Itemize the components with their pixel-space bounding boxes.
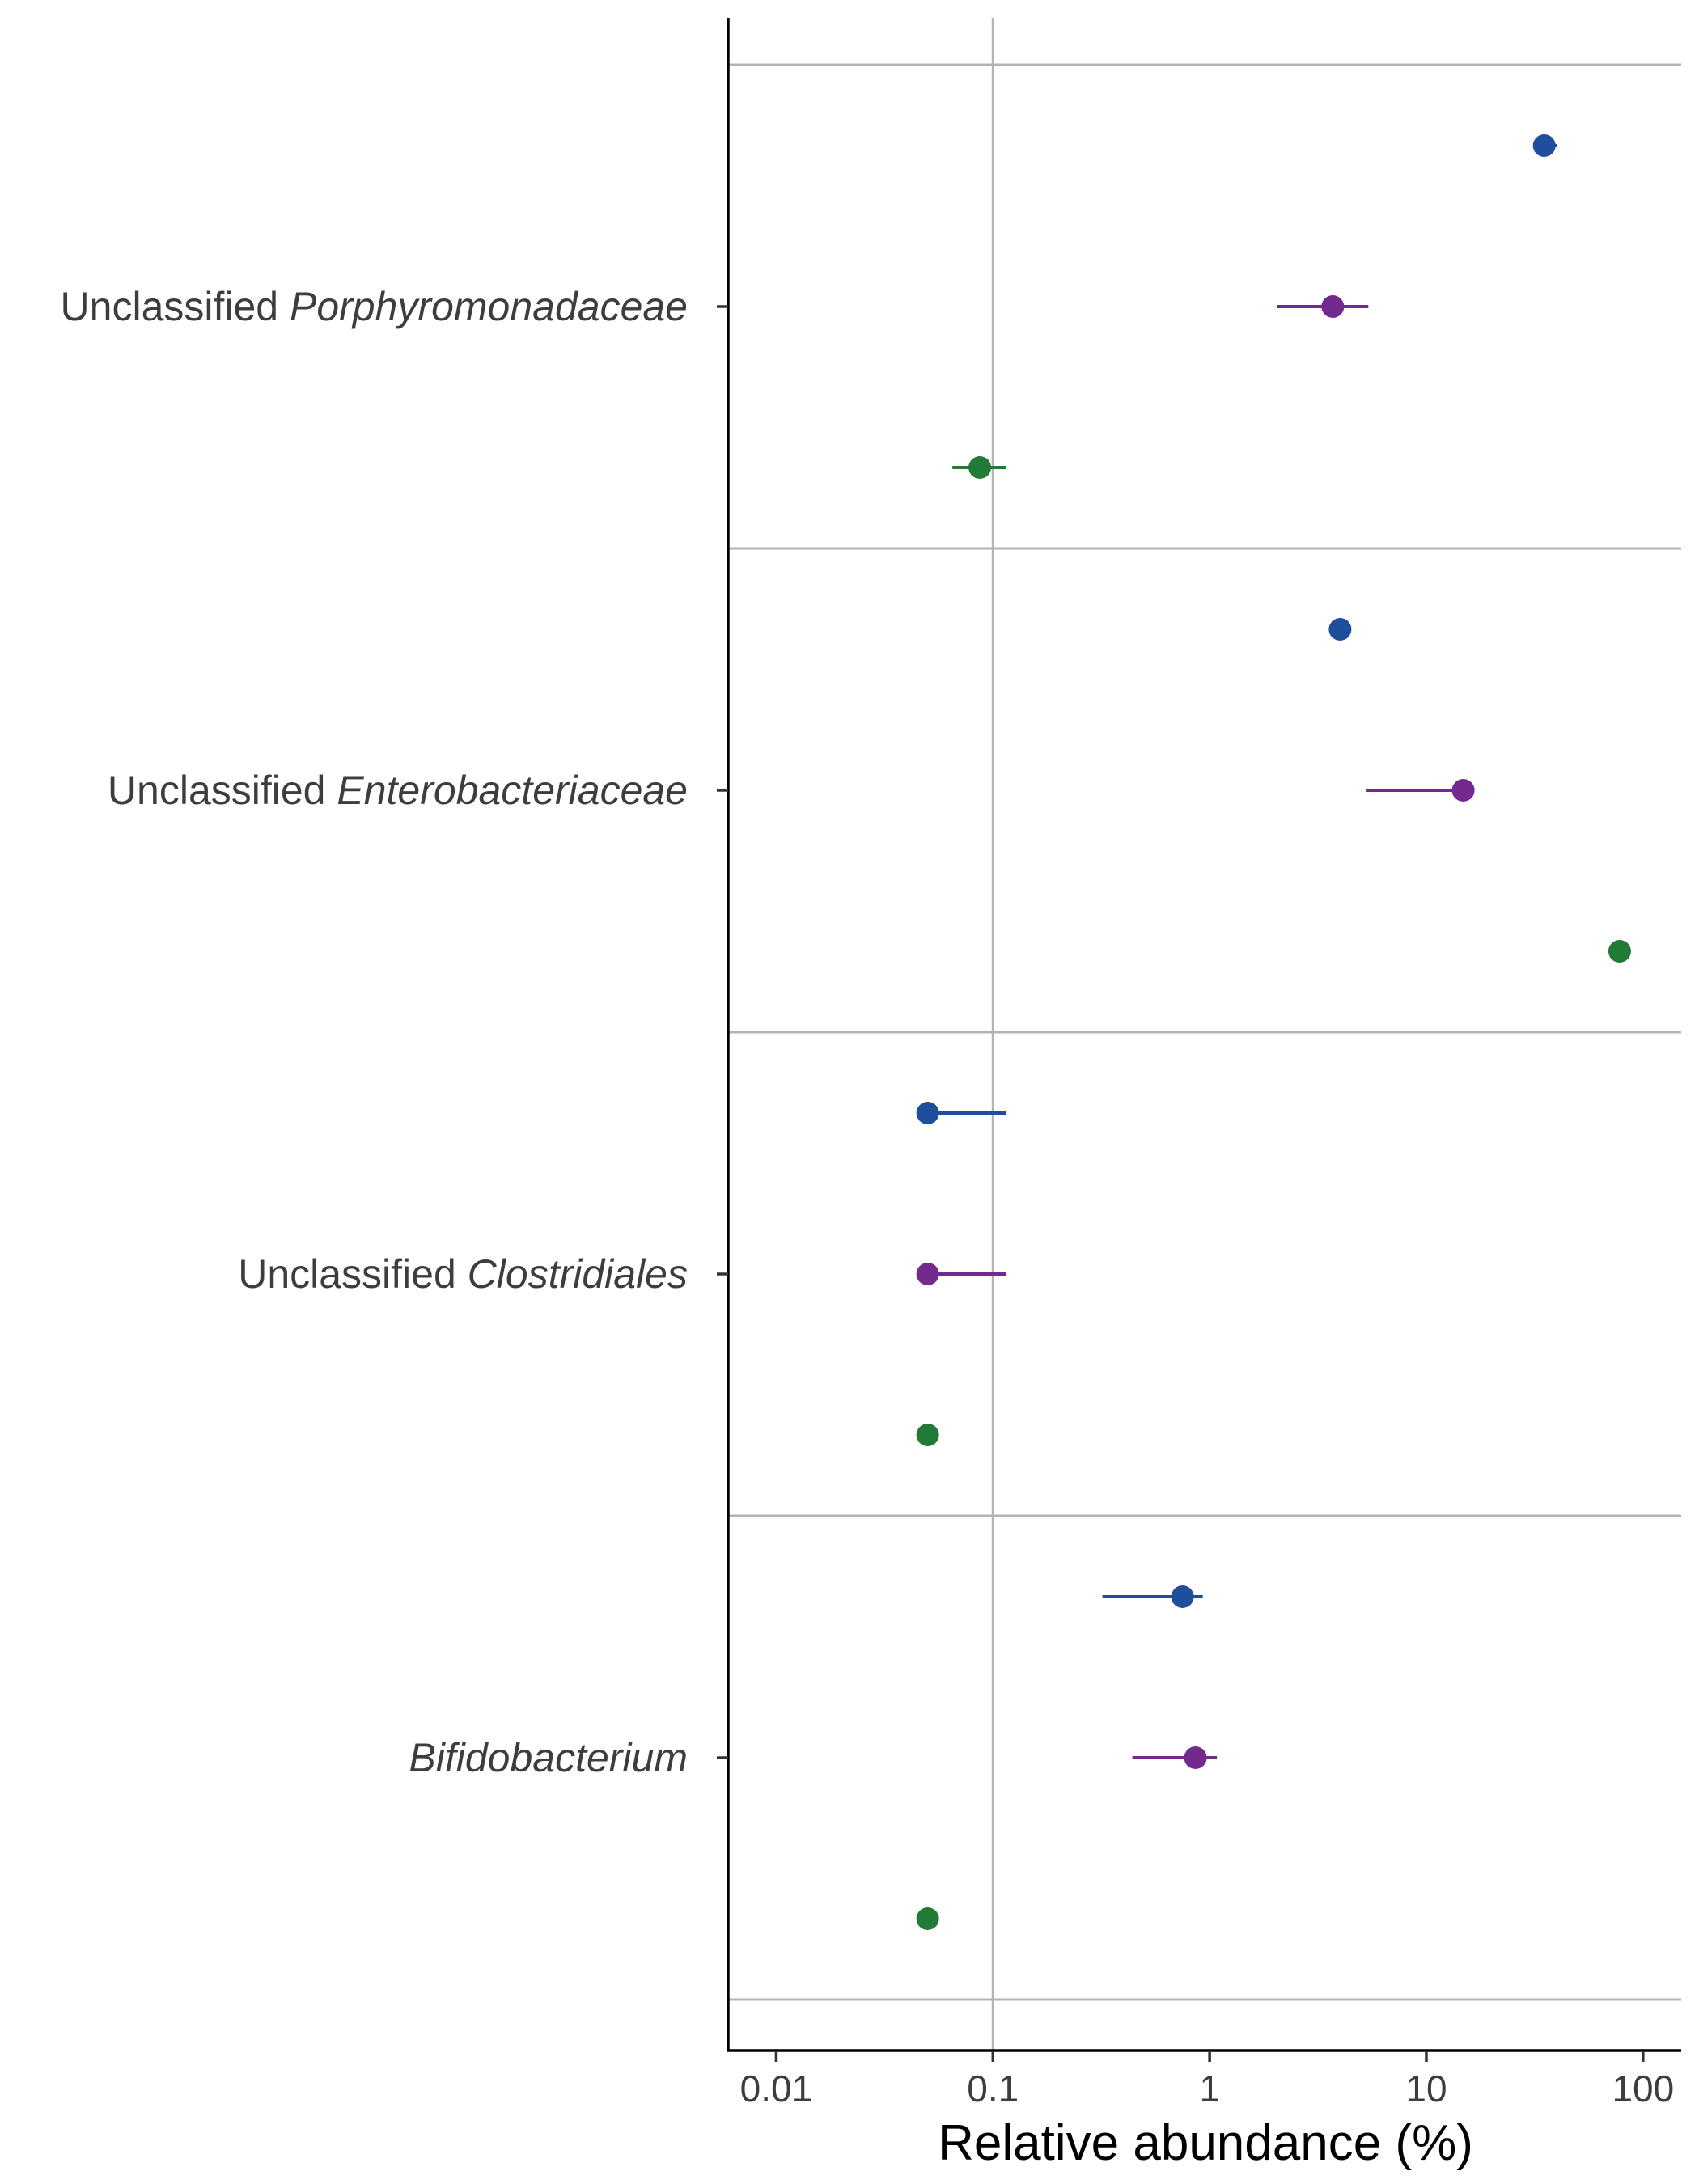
y-category-label: Unclassified Clostridiales [238, 1251, 688, 1297]
x-tick-label: 100 [1612, 2068, 1674, 2110]
x-tick-label: 0.01 [740, 2068, 813, 2110]
data-series [916, 134, 1631, 1930]
y-category-label: Bifidobacterium [409, 1735, 688, 1780]
data-point [916, 1263, 939, 1285]
data-point [1451, 779, 1475, 802]
x-tick-label: 10 [1405, 2068, 1447, 2110]
category-taxon: Clostridiales [468, 1251, 688, 1297]
category-prefix: Unclassified [108, 768, 337, 813]
data-point [1608, 940, 1631, 963]
data-point [1532, 134, 1556, 157]
axes: 0.01 0.1 1 10 100 Unclassified Porphyromonada… [61, 18, 1681, 2110]
y-category-label: Unclassified Porphyromonadaceae [61, 284, 688, 329]
category-taxon: Bifidobacterium [409, 1735, 688, 1780]
category-prefix: Unclassified [61, 284, 290, 329]
grid-lines [728, 18, 1681, 2051]
data-point [916, 1102, 939, 1124]
data-point [968, 456, 992, 479]
data-point [1184, 1746, 1207, 1769]
data-point [1171, 1585, 1194, 1608]
x-axis-title: Relative abundance (%) [938, 2115, 1473, 2171]
category-taxon: Enterobacteriaceae [337, 768, 688, 813]
x-tick-label: 1 [1199, 2068, 1220, 2110]
x-tick-label: 0.1 [967, 2068, 1019, 2110]
category-prefix: Unclassified [238, 1251, 467, 1297]
data-point [1321, 295, 1345, 318]
data-point [916, 1907, 939, 1930]
data-point [916, 1424, 939, 1446]
y-category-label: Unclassified Enterobacteriaceae [108, 768, 688, 813]
data-point [1328, 618, 1352, 641]
category-taxon: Porphyromonadaceae [290, 284, 688, 329]
